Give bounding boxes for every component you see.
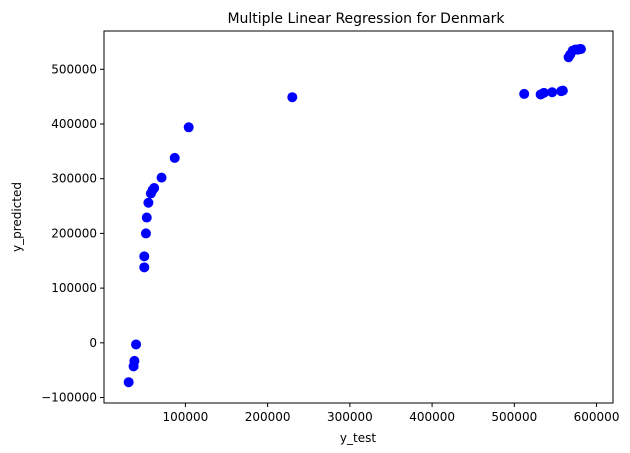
data-point: [149, 183, 160, 194]
data-point: [557, 85, 568, 96]
x-axis: 100000 200000 300000 400000 500000 600000: [163, 403, 620, 424]
y-axis-label: y_predicted: [10, 182, 24, 252]
y-tick-label: 400000: [51, 117, 97, 131]
y-tick-label: 100000: [51, 281, 97, 295]
y-axis: −100000 0 100000 200000 300000 400000 500000: [41, 62, 104, 405]
data-point: [183, 122, 194, 133]
x-tick-label: 600000: [574, 410, 620, 424]
data-point: [131, 339, 142, 350]
data-point: [140, 228, 151, 239]
data-point: [575, 44, 586, 55]
data-point: [169, 152, 180, 163]
data-point: [287, 92, 298, 103]
chart-title: Multiple Linear Regression for Denmark: [227, 11, 505, 27]
plot-area: [123, 44, 586, 388]
data-point: [143, 197, 154, 208]
data-point: [123, 377, 134, 388]
data-point: [519, 88, 530, 99]
y-tick-label: 500000: [51, 62, 97, 76]
data-point: [538, 87, 549, 98]
data-point: [139, 262, 150, 273]
x-tick-label: 500000: [491, 410, 537, 424]
data-point: [139, 251, 150, 262]
x-tick-label: 200000: [245, 410, 291, 424]
data-point: [547, 87, 558, 98]
x-tick-label: 300000: [327, 410, 373, 424]
y-tick-label: 200000: [51, 226, 97, 240]
x-tick-label: 400000: [409, 410, 455, 424]
x-axis-label: y_test: [340, 431, 376, 445]
y-tick-label: 300000: [51, 172, 97, 186]
plot-frame: [103, 30, 614, 404]
x-tick-label: 100000: [163, 410, 209, 424]
y-tick-label: 0: [89, 336, 97, 350]
data-point: [141, 212, 152, 223]
data-point: [129, 355, 140, 366]
data-point: [156, 172, 167, 183]
y-tick-label: −100000: [41, 391, 97, 405]
